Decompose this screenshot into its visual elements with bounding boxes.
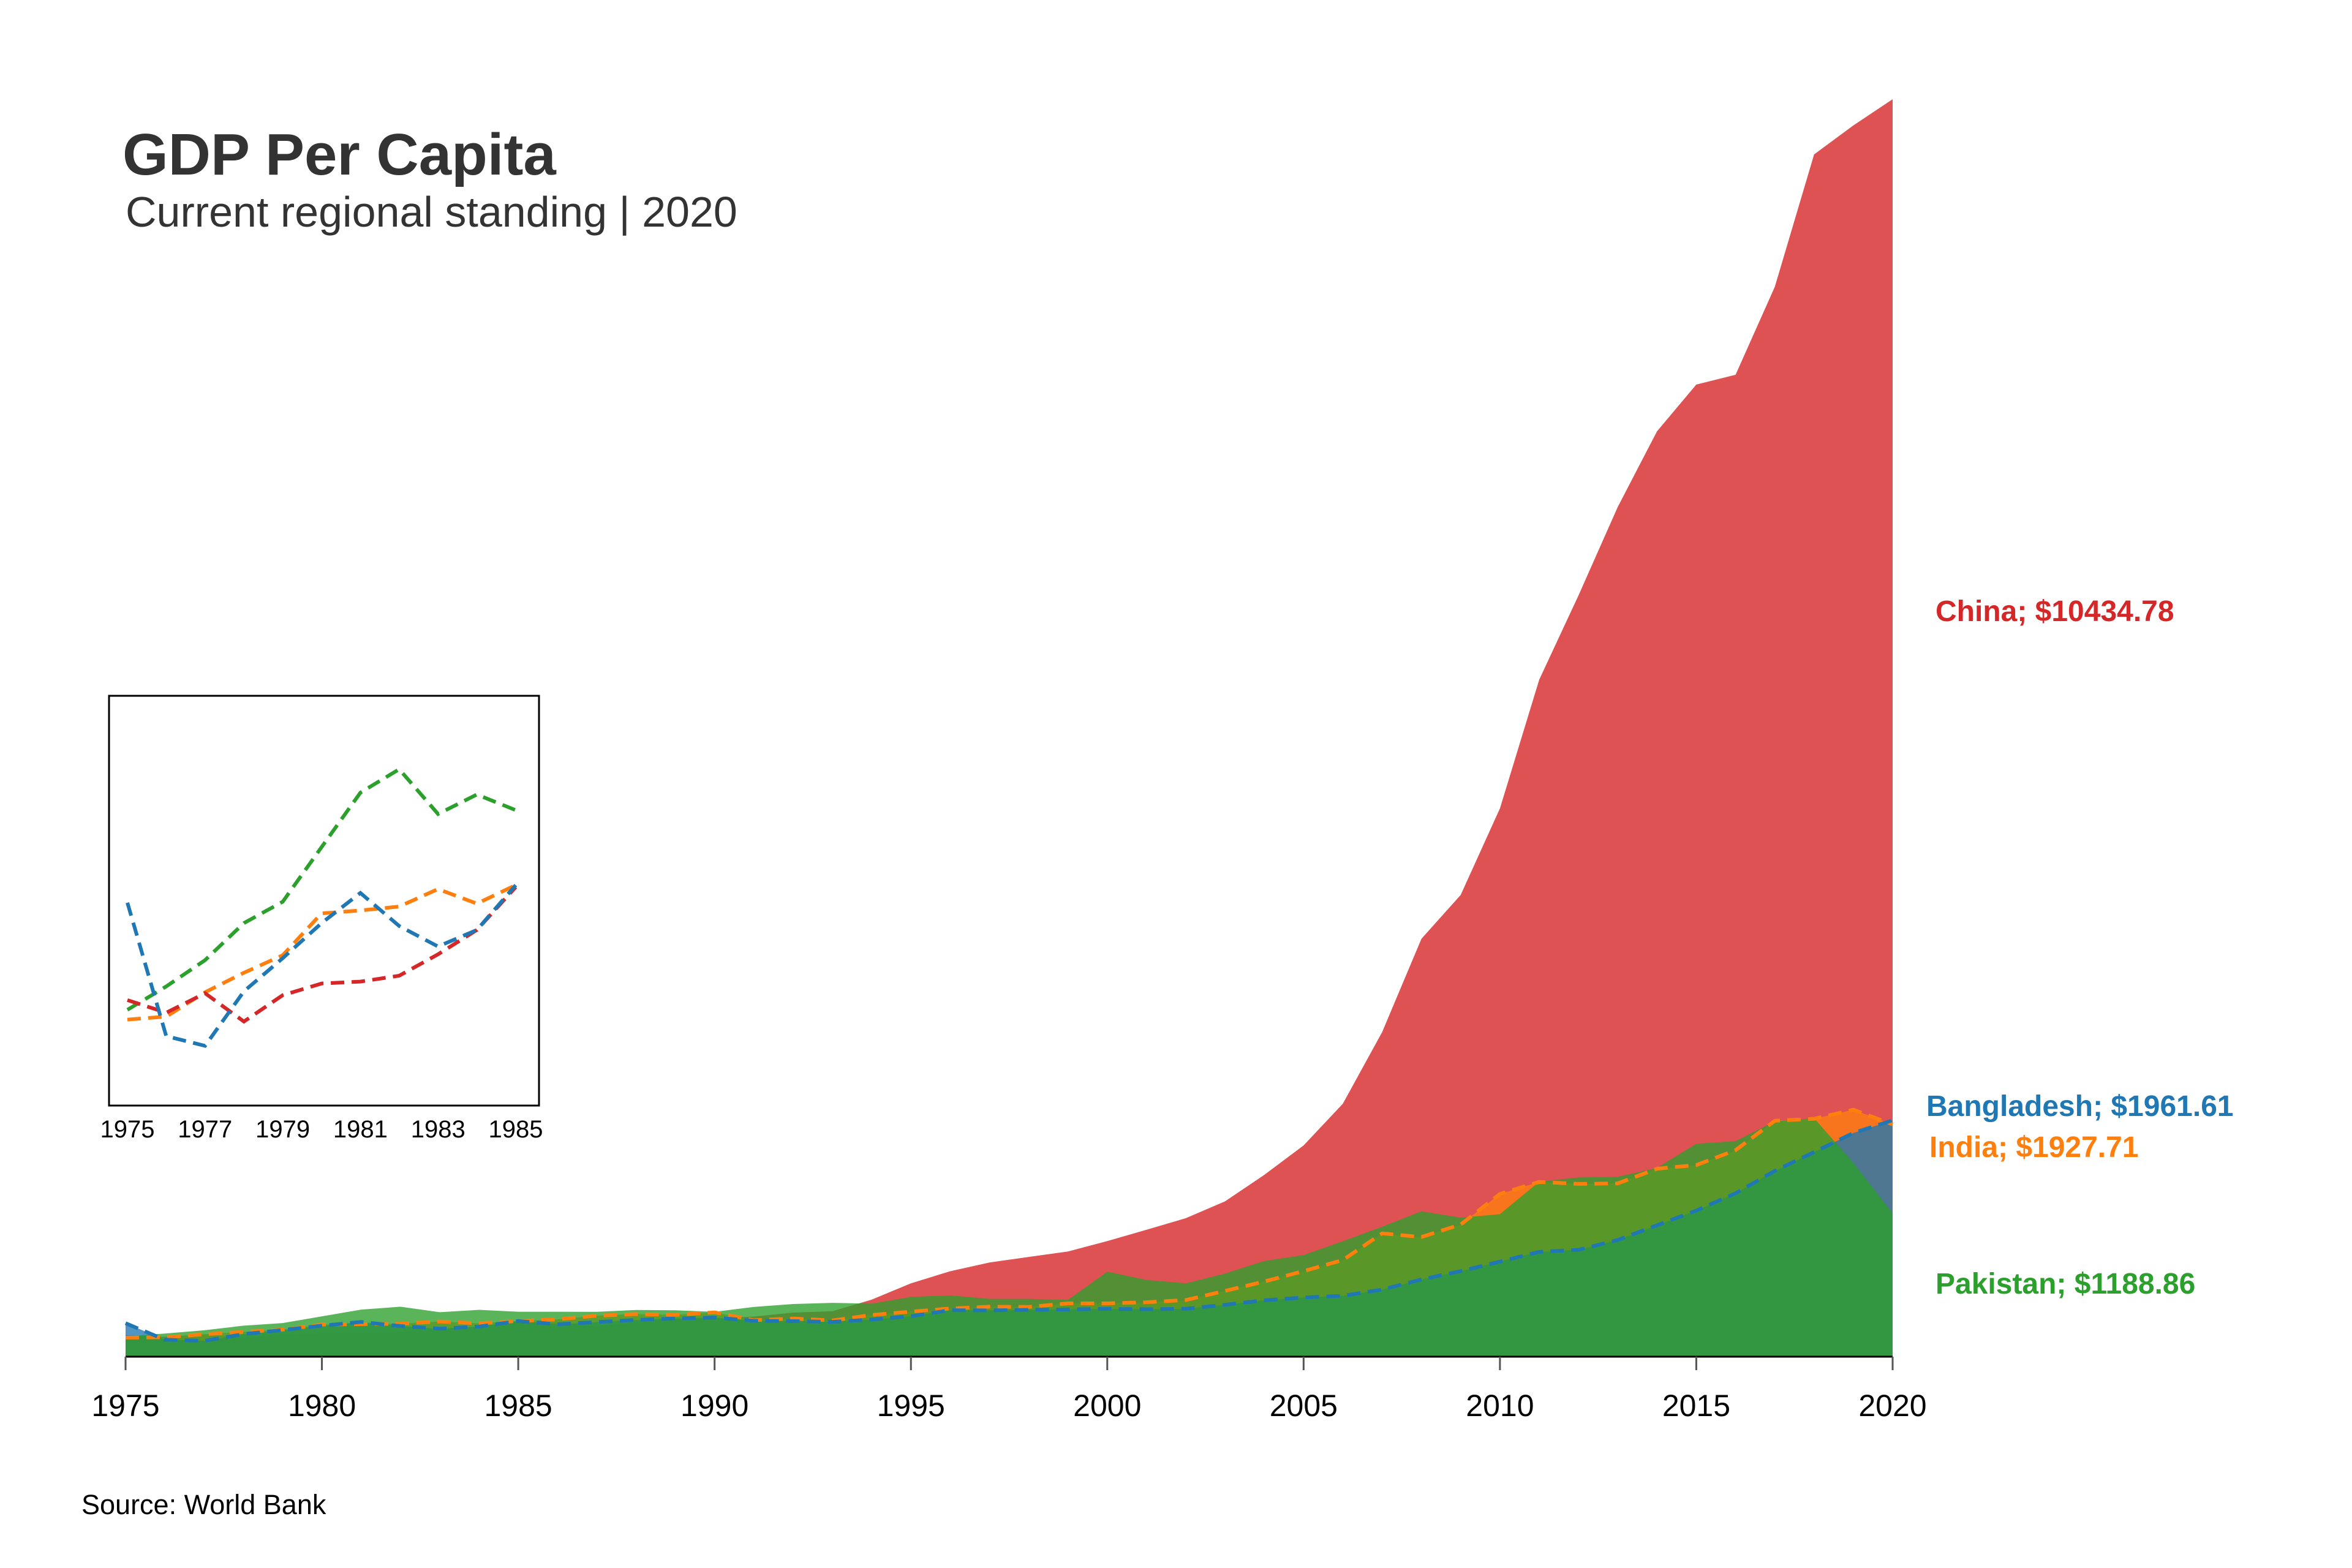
chart-subtitle: Current regional standing | 2020 xyxy=(126,188,737,236)
india-end-label: India; $1927.71 xyxy=(1929,1131,2139,1164)
pakistan-area xyxy=(126,1118,1893,1357)
x-tick-label: 2005 xyxy=(1270,1389,1338,1423)
x-tick-label: 2020 xyxy=(1858,1389,1926,1423)
inset-frame xyxy=(108,695,540,1107)
x-tick-label: 2015 xyxy=(1662,1389,1730,1423)
x-tick-label: 1985 xyxy=(484,1389,552,1423)
pakistan-end-label: Pakistan; $1188.86 xyxy=(1936,1268,2195,1300)
inset-x-tick-label: 1975 xyxy=(100,1116,155,1143)
inset-x-tick-label: 1983 xyxy=(411,1116,466,1143)
x-tick-label: 1975 xyxy=(91,1389,159,1423)
inset-x-tick-label: 1979 xyxy=(255,1116,310,1143)
x-axis: 1975 1980 1985 1990 1995 2000 2005 2010 2015 2020 xyxy=(91,1355,1927,1423)
inset-india-line xyxy=(127,883,517,1022)
inset-x-tick-label: 1985 xyxy=(489,1116,543,1143)
bangladesh-end-label: Bangladesh; $1961.61 xyxy=(1926,1090,2234,1123)
inset-x-tick-label: 1977 xyxy=(178,1116,232,1143)
inset-bangladesh-line xyxy=(126,884,518,1048)
inset-pakistan-line xyxy=(126,767,517,1012)
inset-x-axis: 1975 1977 1979 1981 1983 1985 xyxy=(100,1116,543,1143)
china-end-label: China; $10434.78 xyxy=(1936,595,2174,628)
x-tick-label: 1995 xyxy=(877,1389,945,1423)
inset-lines xyxy=(126,767,518,1048)
inset-china-line xyxy=(127,886,518,1024)
x-tick-label: 2010 xyxy=(1466,1389,1534,1423)
inset-x-tick-label: 1981 xyxy=(333,1116,388,1143)
x-tick-label: 1990 xyxy=(680,1389,748,1423)
x-tick-label: 1980 xyxy=(288,1389,356,1423)
stacked-areas xyxy=(126,99,1893,1357)
dashed-lines xyxy=(124,1107,1894,1343)
source-note: Source: World Bank xyxy=(81,1489,326,1520)
inset-chart: 1975 1977 1979 1981 1983 1985 xyxy=(100,695,543,1143)
x-tick-label: 2000 xyxy=(1073,1389,1141,1423)
china-area xyxy=(126,99,1893,1357)
india-dashed-line xyxy=(125,1107,1894,1340)
bangladesh-dashed-line xyxy=(124,1118,1893,1343)
chart-title: GDP Per Capita xyxy=(123,122,556,187)
series-end-labels: China; $10434.78 Bangladesh; $1961.61 Indi… xyxy=(1926,595,2234,1300)
